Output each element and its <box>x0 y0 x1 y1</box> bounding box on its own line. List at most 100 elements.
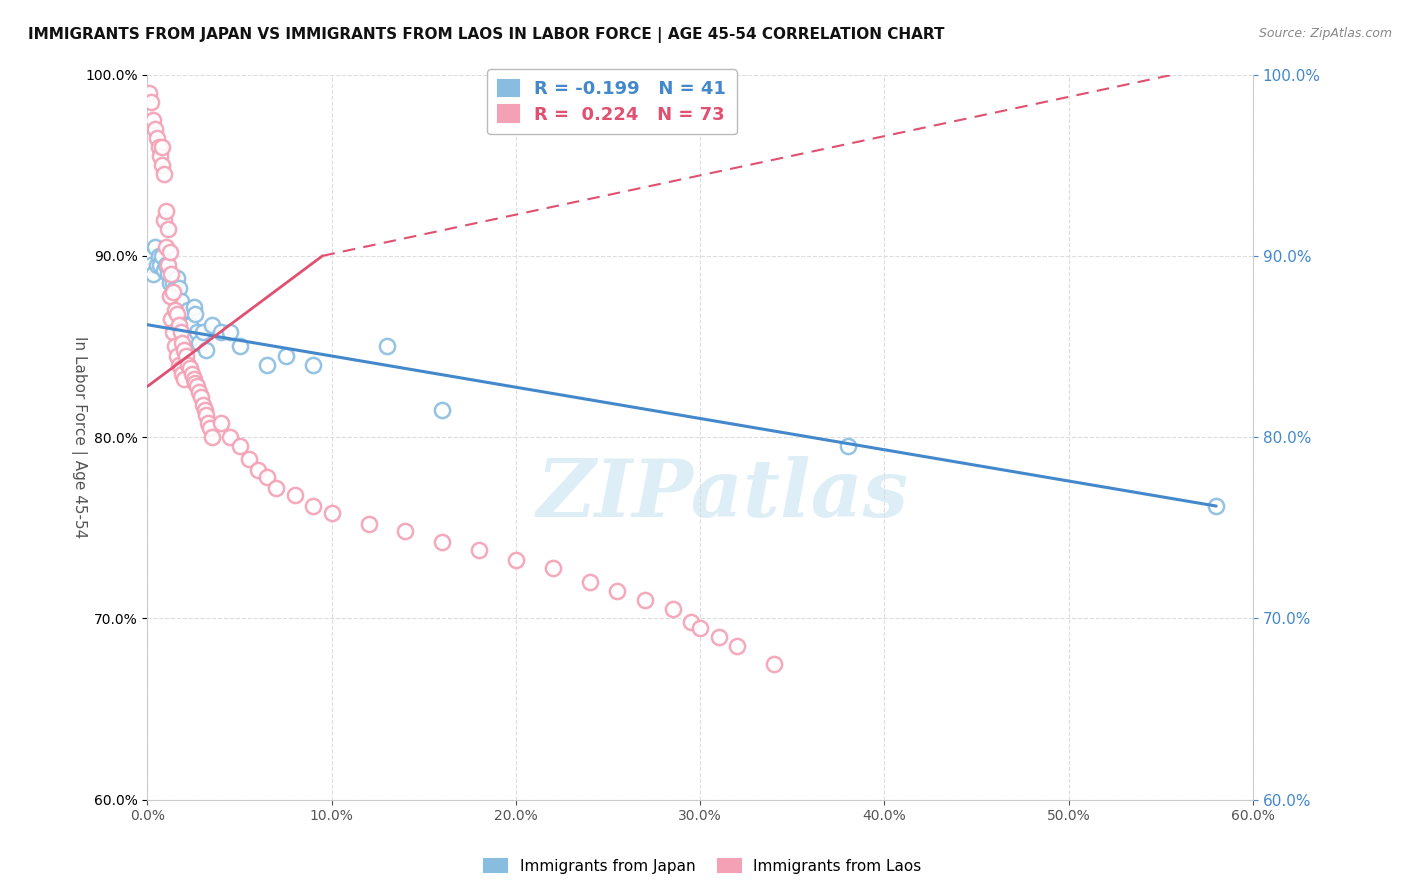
Point <box>160 267 183 281</box>
Point <box>159 245 181 260</box>
Point <box>169 294 191 309</box>
Legend: Immigrants from Japan, Immigrants from Laos: Immigrants from Japan, Immigrants from L… <box>478 853 928 880</box>
Point <box>188 384 211 399</box>
Point <box>138 86 160 100</box>
Point <box>166 349 188 363</box>
Point <box>165 281 187 295</box>
Point <box>228 439 250 453</box>
Point <box>184 376 207 390</box>
Point <box>191 397 214 411</box>
Point <box>201 318 224 332</box>
Point <box>169 361 191 376</box>
Legend: R = -0.199   N = 41, R =  0.224   N = 73: R = -0.199 N = 41, R = 0.224 N = 73 <box>486 69 737 135</box>
Point <box>274 349 297 363</box>
Point <box>166 270 188 285</box>
Point <box>321 506 343 520</box>
Point <box>357 517 380 532</box>
Text: Source: ZipAtlas.com: Source: ZipAtlas.com <box>1258 27 1392 40</box>
Point <box>266 481 288 495</box>
Point <box>162 276 184 290</box>
Point <box>184 307 207 321</box>
Point <box>155 240 177 254</box>
Point <box>142 267 165 281</box>
Point <box>375 339 398 353</box>
Point <box>219 325 242 339</box>
Point <box>156 267 179 281</box>
Point <box>432 535 454 549</box>
Point <box>194 403 217 417</box>
Point <box>159 276 181 290</box>
Point <box>172 367 194 381</box>
Point <box>209 416 232 430</box>
Point <box>162 325 184 339</box>
Point <box>762 657 785 671</box>
Point <box>155 258 177 272</box>
Point <box>150 158 173 172</box>
Point <box>247 463 270 477</box>
Point <box>150 249 173 263</box>
Point <box>165 303 187 318</box>
Point <box>179 361 201 376</box>
Point <box>143 122 166 136</box>
Point <box>179 318 201 332</box>
Point <box>209 325 232 339</box>
Point <box>173 318 195 332</box>
Point <box>606 584 628 599</box>
Point <box>634 593 657 607</box>
Point <box>150 140 173 154</box>
Point <box>1205 499 1227 513</box>
Point <box>183 372 205 386</box>
Point <box>302 358 325 372</box>
Point <box>183 300 205 314</box>
Point <box>173 372 195 386</box>
Text: ZIPatlas: ZIPatlas <box>536 457 908 534</box>
Point <box>190 390 212 404</box>
Point <box>149 149 172 163</box>
Point <box>155 203 177 218</box>
Point <box>180 330 202 344</box>
Point <box>153 167 176 181</box>
Point <box>148 140 170 154</box>
Point <box>141 258 163 272</box>
Point <box>578 575 600 590</box>
Point <box>145 258 167 272</box>
Point <box>219 430 242 444</box>
Point <box>228 339 250 353</box>
Point <box>256 358 278 372</box>
Point <box>145 131 167 145</box>
Point <box>186 325 208 339</box>
Point <box>432 403 454 417</box>
Point <box>153 263 176 277</box>
Point <box>679 615 702 629</box>
Point <box>195 409 218 423</box>
Point <box>174 325 197 339</box>
Point <box>167 281 190 295</box>
Point <box>156 221 179 235</box>
Y-axis label: In Labor Force | Age 45-54: In Labor Force | Age 45-54 <box>72 336 87 538</box>
Point <box>186 379 208 393</box>
Point <box>166 307 188 321</box>
Point <box>148 249 170 263</box>
Point <box>143 240 166 254</box>
Point <box>149 258 172 272</box>
Point <box>173 343 195 358</box>
Point <box>138 249 160 263</box>
Point <box>160 312 183 326</box>
Point <box>505 553 527 567</box>
Point <box>284 488 307 502</box>
Point <box>837 439 859 453</box>
Point <box>160 289 183 303</box>
Point <box>180 367 202 381</box>
Point <box>159 289 181 303</box>
Point <box>172 335 194 350</box>
Point <box>177 358 200 372</box>
Point <box>256 470 278 484</box>
Point <box>165 339 187 353</box>
Point <box>468 542 491 557</box>
Point <box>661 602 683 616</box>
Point <box>541 560 564 574</box>
Point <box>153 212 176 227</box>
Point <box>188 335 211 350</box>
Point <box>198 421 221 435</box>
Point <box>142 112 165 127</box>
